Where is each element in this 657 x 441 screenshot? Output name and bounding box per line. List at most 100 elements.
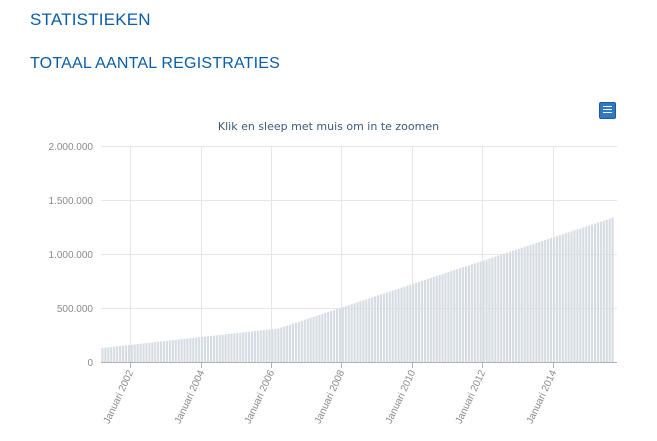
bar: [596, 222, 599, 362]
bar: [605, 219, 608, 362]
bar: [107, 347, 110, 362]
bar: [447, 272, 450, 362]
bar: [558, 235, 561, 362]
bar: [418, 281, 421, 362]
bar: [456, 269, 459, 362]
bar: [371, 297, 374, 362]
bar: [309, 317, 312, 362]
bar: [426, 278, 429, 362]
bar: [485, 259, 488, 362]
bar: [294, 322, 298, 362]
bar: [242, 332, 245, 362]
bar: [318, 314, 321, 362]
bar: [168, 340, 171, 362]
bar: [133, 344, 136, 362]
bar: [327, 312, 330, 362]
bar: [429, 277, 432, 362]
bar: [291, 323, 295, 362]
bar: [113, 346, 116, 362]
bar: [165, 340, 169, 362]
bar: [353, 303, 356, 362]
chart-export-button[interactable]: [599, 102, 616, 119]
bar: [570, 231, 573, 362]
bar: [503, 253, 506, 362]
bar: [335, 309, 339, 362]
x-tick-label: Januari 2002: [102, 368, 137, 425]
bar: [464, 266, 468, 362]
bar: [508, 251, 512, 362]
bar: [183, 338, 186, 362]
bar: [209, 335, 212, 362]
bar: [535, 242, 538, 362]
bar: [608, 218, 611, 362]
bar: [532, 243, 535, 362]
bar: [423, 279, 427, 362]
bar: [599, 221, 602, 362]
bar: [148, 342, 151, 362]
bar: [283, 326, 286, 362]
bar: [110, 346, 113, 362]
x-tick-label: Januari 2008: [313, 368, 348, 425]
bar: [347, 305, 350, 362]
bar: [341, 307, 344, 362]
bar: [500, 254, 503, 362]
bar: [382, 293, 385, 362]
bar: [221, 334, 224, 362]
section-title: TOTAAL AANTAL REGISTRATIES: [30, 55, 280, 72]
bar: [585, 226, 588, 362]
bar: [262, 330, 265, 362]
bar: [538, 242, 541, 362]
bar: [582, 227, 585, 362]
bar: [130, 344, 133, 362]
bar: [473, 263, 476, 362]
bar: [444, 273, 447, 362]
x-tick-label: Januari 2004: [173, 368, 208, 425]
x-axis-labels: Januari 2002 Januari 2004 Januari 2006 Janu…: [102, 368, 560, 425]
bar: [544, 240, 547, 362]
chart-axes: [101, 362, 617, 368]
bar: [274, 328, 277, 362]
page-title: STATISTIEKEN: [30, 10, 151, 29]
bar: [549, 238, 553, 362]
bar: [297, 321, 300, 362]
menu-icon: [603, 106, 612, 115]
bar: [491, 257, 494, 362]
bar: [195, 337, 198, 362]
bar: [201, 336, 204, 362]
bar: [344, 306, 347, 362]
x-tick-label: Januari 2014: [525, 368, 560, 425]
bar: [374, 296, 377, 362]
bar: [259, 330, 262, 362]
bar: [154, 342, 157, 362]
bar: [368, 298, 371, 362]
bar: [124, 345, 127, 362]
bar: [588, 225, 591, 362]
bar: [104, 347, 107, 362]
bar: [121, 345, 125, 362]
bar: [162, 341, 166, 362]
bar: [365, 299, 368, 362]
bar: [459, 268, 462, 362]
bar: [151, 342, 154, 362]
bar: [256, 330, 259, 362]
y-tick-label: 1.500.000: [49, 196, 94, 207]
bar: [157, 341, 160, 362]
bar: [248, 331, 251, 362]
bar: [420, 280, 424, 362]
bar: [564, 233, 567, 362]
bar: [579, 228, 582, 362]
bar: [245, 332, 248, 362]
bar: [271, 329, 274, 362]
bar: [611, 217, 614, 362]
bar: [520, 247, 523, 362]
bar: [391, 290, 394, 362]
bar: [306, 318, 309, 362]
bar: [435, 276, 438, 362]
bar: [204, 336, 207, 362]
bar: [441, 274, 444, 362]
bar: [385, 292, 388, 362]
bar: [136, 344, 139, 362]
bar: [593, 223, 597, 362]
bar: [400, 287, 403, 362]
